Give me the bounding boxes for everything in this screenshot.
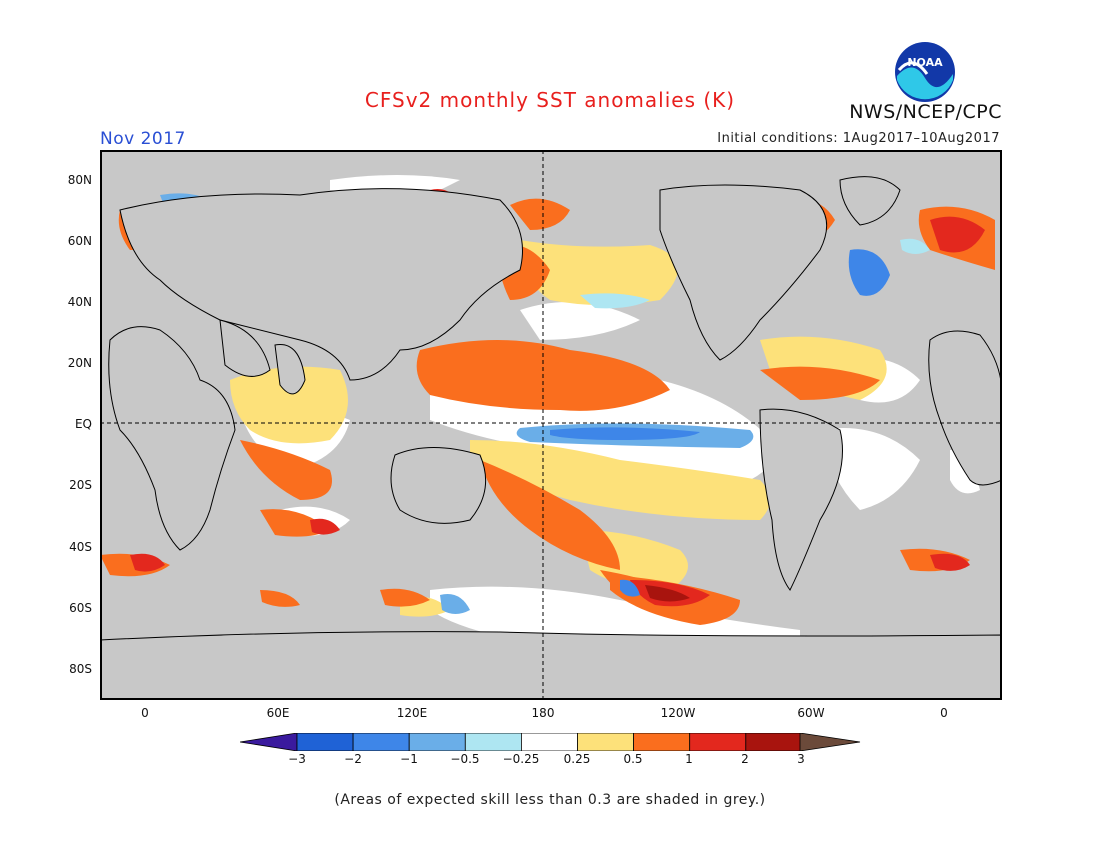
map-frame	[100, 150, 1002, 700]
colorbar-tick: −0.5	[450, 752, 480, 766]
colorbar-tick: 3	[797, 752, 805, 766]
continent-outlines	[100, 176, 1002, 700]
xtick-label: 60W	[797, 706, 825, 720]
ytick-label: 20N	[67, 356, 92, 370]
colorbar-max-arrow	[799, 733, 861, 751]
sst-anomaly-map	[100, 150, 1002, 700]
colorbar-tick: −0.25	[502, 752, 540, 766]
ytick-label: 20S	[69, 478, 92, 492]
colorbar-cell	[296, 733, 354, 751]
initial-conditions-label: Initial conditions: 1Aug2017–10Aug2017	[717, 131, 1000, 146]
colorbar-cell	[408, 733, 466, 751]
colorbar-cell	[520, 733, 578, 751]
agency-label: NWS/NCEP/CPC	[849, 101, 1002, 123]
colorbar-cell	[745, 733, 803, 751]
ytick-label: 60N	[67, 234, 92, 248]
colorbar-tick: 2	[741, 752, 749, 766]
colorbar-cell	[577, 733, 634, 751]
colorbar-tick: 0.5	[623, 752, 643, 766]
ytick-label: EQ	[74, 417, 92, 431]
colorbar-tick: −3	[288, 752, 306, 766]
xtick-label: 60E	[266, 706, 290, 720]
svg-text:NOAA: NOAA	[907, 56, 943, 69]
valid-month-label: Nov 2017	[100, 129, 186, 149]
colorbar-min-arrow	[240, 733, 298, 751]
ytick-label: 60S	[69, 601, 92, 615]
colorbar	[240, 733, 861, 751]
ytick-label: 80N	[67, 173, 92, 187]
colorbar-tick: −1	[400, 752, 418, 766]
colorbar-cell	[464, 733, 522, 751]
colorbar-tick: 0.25	[563, 752, 591, 766]
ytick-label: 40N	[67, 295, 92, 309]
colorbar-cell	[689, 733, 747, 751]
map-title: CFSv2 monthly SST anomalies (K)	[364, 88, 736, 112]
ytick-label: 80S	[69, 662, 92, 676]
xtick-label: 120W	[660, 706, 696, 720]
colorbar-cell	[633, 733, 691, 751]
colorbar-tick: −2	[344, 752, 362, 766]
colorbar-cell	[352, 733, 410, 751]
ytick-label: 40S	[69, 540, 92, 554]
colorbar-tick: 1	[685, 752, 693, 766]
xtick-label: 0	[940, 706, 948, 720]
xtick-label: 0	[141, 706, 149, 720]
noaa-logo: NOAA	[895, 42, 955, 102]
xtick-label: 120E	[396, 706, 428, 720]
skill-footnote: (Areas of expected skill less than 0.3 a…	[334, 792, 766, 808]
xtick-label: 180	[531, 706, 555, 720]
neutral-anomaly-regions	[160, 175, 980, 650]
